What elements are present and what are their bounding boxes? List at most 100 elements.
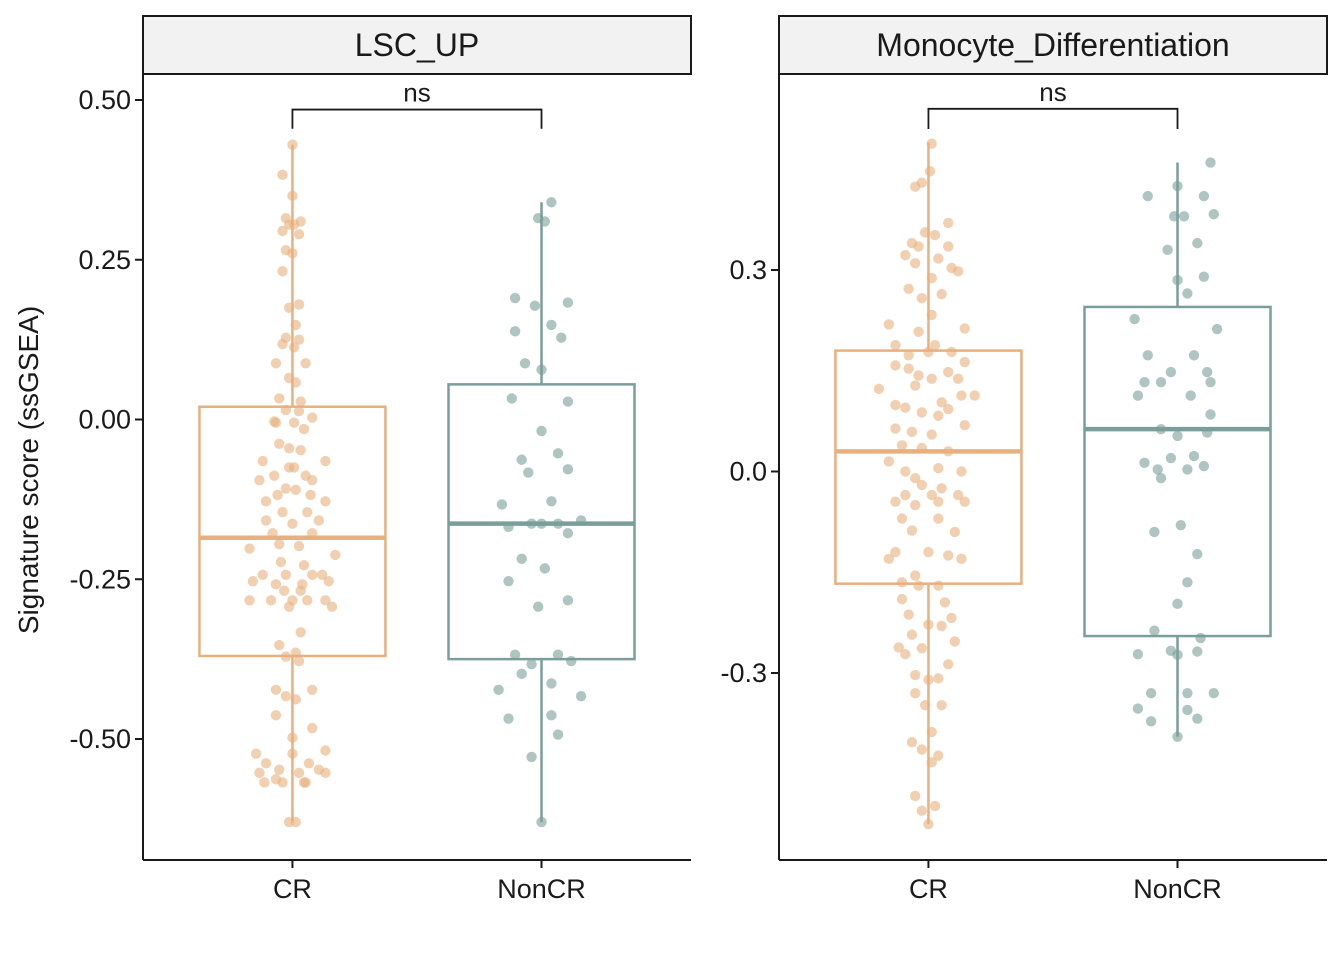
data-point [873, 383, 885, 395]
data-point [943, 659, 954, 670]
data-point [1172, 598, 1183, 610]
data-point [956, 466, 967, 477]
data-point [280, 569, 292, 580]
data-point [1152, 464, 1163, 475]
data-point [280, 690, 292, 702]
data-point [913, 370, 924, 381]
data-point [959, 496, 970, 507]
data-point [277, 225, 288, 237]
data-point [896, 577, 908, 588]
data-point [943, 217, 954, 229]
data-point [883, 553, 895, 565]
data-point [1205, 157, 1216, 168]
data-point [943, 366, 954, 378]
data-point [946, 346, 957, 358]
data-point [936, 483, 947, 494]
data-point [287, 190, 298, 202]
data-point [270, 579, 282, 590]
data-point [287, 248, 298, 259]
data-point [929, 340, 941, 351]
data-point [326, 601, 338, 612]
y-tick-label: 0.50 [78, 85, 131, 115]
data-point [298, 559, 310, 571]
data-point [933, 513, 944, 524]
data-point [274, 639, 285, 651]
data-point [305, 489, 316, 501]
data-point [1205, 409, 1216, 420]
data-point [283, 601, 295, 612]
data-point [923, 346, 934, 358]
data-point [562, 464, 574, 475]
data-point [910, 473, 921, 484]
data-point [244, 543, 255, 554]
data-point [913, 580, 924, 591]
data-point [924, 166, 936, 177]
data-point [575, 515, 587, 526]
data-point [269, 470, 280, 481]
data-point [267, 528, 278, 539]
data-point [946, 262, 957, 274]
data-point [1129, 313, 1140, 325]
y-tick-label: -0.50 [69, 724, 131, 754]
data-point [923, 674, 934, 685]
data-point [288, 342, 300, 353]
data-point [320, 767, 331, 779]
y-tick-label: 0.3 [729, 255, 767, 285]
data-point [906, 629, 918, 640]
data-point [320, 496, 331, 507]
data-point [307, 569, 318, 580]
data-point [277, 506, 288, 518]
data-point [933, 462, 944, 474]
data-point [562, 297, 574, 308]
data-point [313, 515, 325, 526]
y-tick-label: 0.00 [78, 405, 131, 435]
data-point [929, 800, 941, 812]
data-point [890, 360, 901, 371]
data-point [552, 448, 564, 459]
data-point [503, 575, 514, 587]
data-point [290, 484, 301, 495]
data-point [1188, 450, 1200, 462]
x-tick-label: NonCR [497, 874, 586, 904]
panel-monocyte-differentiation: Monocyte_Differentiation 0.3 0.0 -0.3 CR NonC… [720, 15, 1328, 904]
data-point [287, 748, 298, 759]
data-point [509, 292, 521, 304]
data-point [1145, 716, 1157, 727]
data-point [307, 528, 318, 539]
data-point [536, 518, 547, 529]
data-point [290, 647, 301, 658]
data-point [307, 412, 318, 423]
data-point [1208, 209, 1220, 220]
data-point [270, 710, 282, 721]
data-point [1172, 430, 1183, 442]
data-point [546, 319, 557, 331]
data-point [952, 373, 964, 385]
data-point [316, 569, 328, 580]
data-point [916, 177, 928, 188]
data-point [1188, 350, 1200, 361]
data-point [1149, 526, 1160, 538]
data-point [295, 396, 306, 407]
data-point [933, 253, 944, 264]
data-point [1182, 288, 1193, 299]
data-point [552, 729, 564, 740]
data-point [926, 272, 937, 284]
data-point [280, 404, 292, 416]
data-point [910, 570, 921, 581]
data-point [1192, 237, 1203, 249]
data-point [1185, 390, 1196, 401]
data-point [302, 506, 313, 518]
data-point [1155, 423, 1167, 435]
data-point [1195, 632, 1206, 644]
data-point [926, 726, 937, 738]
data-point [916, 744, 928, 755]
data-point [910, 790, 921, 802]
data-point [323, 575, 334, 587]
data-point [270, 684, 282, 695]
data-point [936, 700, 947, 711]
data-point [320, 595, 331, 606]
data-point [516, 668, 527, 680]
data-point [302, 595, 313, 606]
data-point [546, 496, 557, 507]
data-point [293, 334, 305, 345]
